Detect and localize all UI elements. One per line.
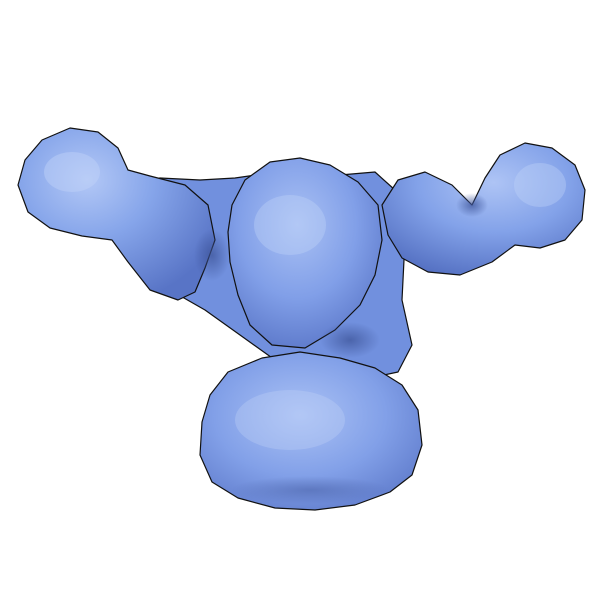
base-lobe	[199, 351, 423, 511]
left-arm-highlight	[44, 152, 100, 192]
head-highlight	[254, 195, 326, 255]
head-lobe	[227, 157, 383, 349]
base-bottom-shadow	[230, 476, 390, 504]
neck-shadow	[320, 322, 380, 358]
right-arm-highlight	[514, 163, 566, 207]
right-crease-shadow	[456, 193, 488, 217]
left-arm-lobe	[17, 127, 216, 301]
left-crease-shadow	[194, 229, 230, 281]
base-highlight	[235, 390, 345, 450]
